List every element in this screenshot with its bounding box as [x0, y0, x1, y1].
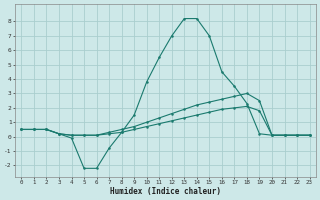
- X-axis label: Humidex (Indice chaleur): Humidex (Indice chaleur): [110, 187, 221, 196]
